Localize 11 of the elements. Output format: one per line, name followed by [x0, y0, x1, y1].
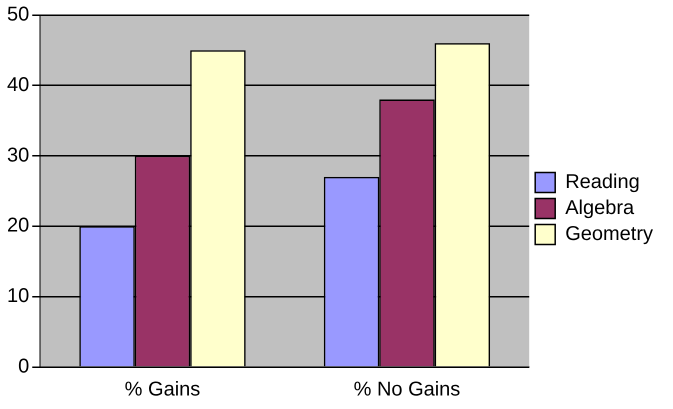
- x-tick-label: % No Gains: [354, 378, 460, 401]
- legend-label: Reading: [565, 171, 640, 194]
- y-tick-label: 40: [6, 74, 30, 96]
- y-tick-label: 20: [6, 214, 30, 237]
- y-tick-label: 30: [6, 144, 30, 166]
- y-tick-label: 0: [18, 356, 30, 378]
- x-tick-label: % Gains: [124, 378, 200, 401]
- y-tick-label: 50: [6, 4, 30, 26]
- y-tick-label: 10: [6, 285, 30, 308]
- legend-label: Algebra: [565, 197, 636, 220]
- legend-label: Geometry: [565, 223, 654, 246]
